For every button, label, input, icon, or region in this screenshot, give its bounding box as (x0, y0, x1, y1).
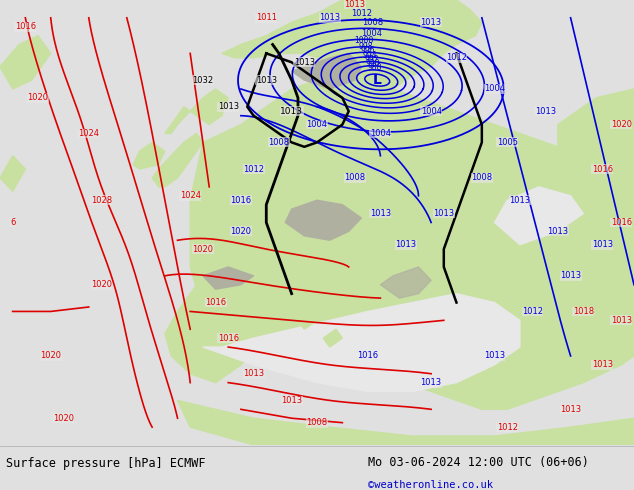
Polygon shape (165, 89, 228, 133)
Text: 1020: 1020 (27, 94, 49, 102)
Polygon shape (558, 89, 634, 178)
Text: 1016: 1016 (217, 334, 239, 343)
Polygon shape (203, 294, 520, 392)
Text: 1024: 1024 (78, 129, 100, 138)
Text: 1016: 1016 (592, 165, 613, 173)
Text: 998: 998 (358, 42, 373, 50)
Polygon shape (178, 400, 634, 445)
Text: 1013: 1013 (294, 58, 315, 67)
Text: 1013: 1013 (420, 378, 442, 387)
Polygon shape (0, 156, 25, 191)
Polygon shape (133, 143, 165, 169)
Text: 1024: 1024 (179, 191, 201, 200)
Text: 1004: 1004 (306, 120, 328, 129)
Text: 1013: 1013 (534, 107, 556, 116)
Text: 1008: 1008 (268, 138, 290, 147)
Text: 1020: 1020 (192, 245, 214, 254)
Text: 1013: 1013 (243, 369, 264, 378)
Text: 1013: 1013 (370, 209, 391, 218)
Text: 1012: 1012 (446, 53, 467, 62)
Polygon shape (380, 267, 431, 298)
Text: Mo 03-06-2024 12:00 UTC (06+06): Mo 03-06-2024 12:00 UTC (06+06) (368, 457, 588, 469)
Text: 1008: 1008 (471, 173, 493, 182)
Polygon shape (520, 133, 634, 267)
Text: 1016: 1016 (611, 218, 632, 227)
Text: 1000: 1000 (354, 36, 373, 45)
Text: 1016: 1016 (205, 298, 226, 307)
Text: 1013: 1013 (547, 227, 569, 236)
Polygon shape (222, 0, 482, 89)
Text: 1013: 1013 (560, 405, 581, 414)
Polygon shape (165, 267, 279, 383)
Polygon shape (323, 329, 342, 347)
Text: 1008: 1008 (363, 18, 384, 26)
Text: 1020: 1020 (53, 414, 74, 423)
Text: 1013: 1013 (319, 13, 340, 23)
Polygon shape (495, 187, 583, 245)
Text: 1020: 1020 (40, 351, 61, 361)
Text: 1013: 1013 (484, 351, 505, 361)
Text: 1013: 1013 (433, 209, 455, 218)
Polygon shape (298, 312, 317, 329)
Polygon shape (292, 53, 361, 89)
Polygon shape (203, 267, 254, 289)
Text: 1032: 1032 (192, 75, 214, 85)
Text: 1013: 1013 (611, 316, 632, 325)
Text: 1013: 1013 (217, 102, 239, 111)
Text: 1008: 1008 (344, 173, 366, 182)
Text: 1012: 1012 (243, 165, 264, 173)
Text: 1013: 1013 (592, 240, 613, 249)
Text: ©weatheronline.co.uk: ©weatheronline.co.uk (368, 480, 493, 490)
Text: 992: 992 (364, 55, 378, 64)
Text: 1013: 1013 (592, 360, 613, 369)
Polygon shape (152, 133, 203, 187)
Polygon shape (285, 200, 361, 240)
Text: 1013: 1013 (256, 75, 277, 85)
Text: 6: 6 (10, 218, 15, 227)
Text: 1013: 1013 (560, 271, 581, 280)
Text: 1013: 1013 (509, 196, 531, 205)
Polygon shape (0, 36, 51, 89)
Text: 1028: 1028 (91, 196, 112, 205)
Polygon shape (190, 71, 634, 409)
Text: 1011: 1011 (256, 13, 277, 23)
Text: 1013: 1013 (281, 396, 302, 405)
Text: 1020: 1020 (611, 120, 632, 129)
Text: 1013: 1013 (395, 240, 417, 249)
Text: 996: 996 (360, 46, 375, 55)
Text: Surface pressure [hPa] ECMWF: Surface pressure [hPa] ECMWF (6, 457, 206, 470)
Text: 1020: 1020 (91, 280, 112, 289)
Text: 1012: 1012 (522, 307, 543, 316)
Text: 1013: 1013 (280, 107, 303, 116)
Text: 1020: 1020 (230, 227, 252, 236)
Text: 1016: 1016 (230, 196, 252, 205)
Text: 994: 994 (362, 51, 377, 60)
Text: 1018: 1018 (573, 307, 594, 316)
Text: 1004: 1004 (484, 84, 505, 94)
Text: 988: 988 (368, 63, 382, 72)
Text: 1012: 1012 (496, 422, 518, 432)
Text: 1008: 1008 (306, 418, 328, 427)
Text: 990: 990 (366, 59, 380, 68)
Text: 1013: 1013 (420, 18, 442, 27)
Text: 1013: 1013 (344, 0, 366, 9)
Text: 1004: 1004 (361, 28, 382, 38)
Text: 1004: 1004 (420, 107, 442, 116)
Text: 1016: 1016 (357, 351, 378, 361)
Text: L: L (373, 73, 382, 87)
Text: 1005: 1005 (496, 138, 518, 147)
Text: 1004: 1004 (370, 129, 391, 138)
Text: 1016: 1016 (15, 22, 36, 31)
Text: 1012: 1012 (351, 9, 372, 19)
